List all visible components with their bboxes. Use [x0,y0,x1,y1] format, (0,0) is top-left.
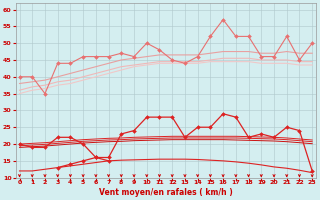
X-axis label: Vent moyen/en rafales ( km/h ): Vent moyen/en rafales ( km/h ) [99,188,233,197]
